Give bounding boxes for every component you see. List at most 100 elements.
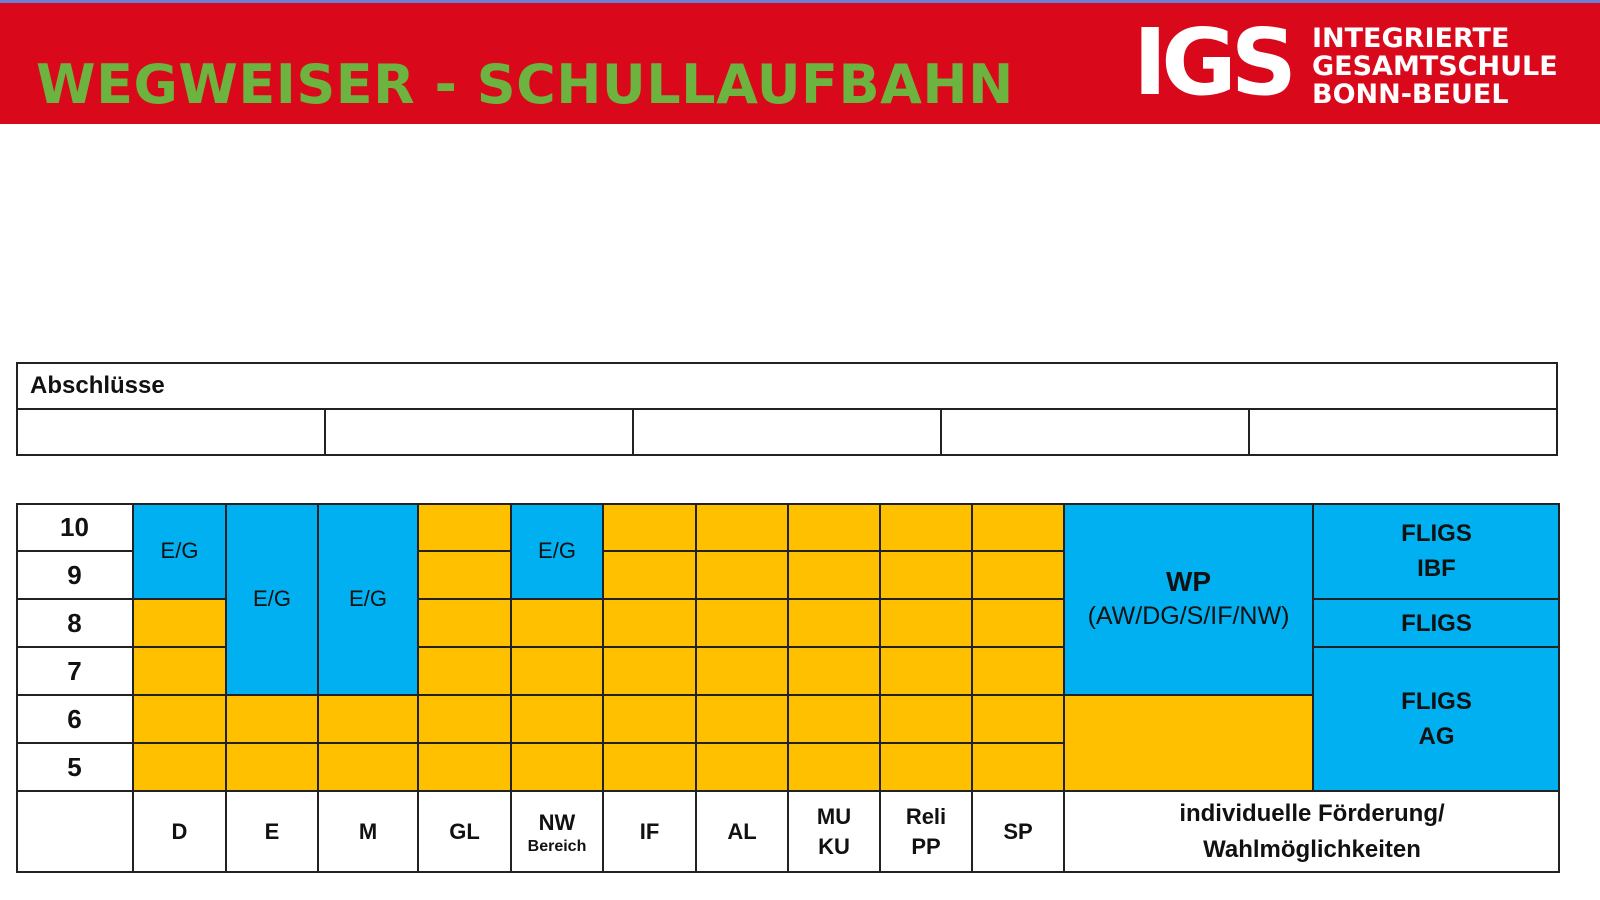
abschluesse-row	[18, 410, 1556, 454]
subject-label-nw: NW Bereich	[511, 791, 603, 873]
fligs-block: FLIGS	[1313, 599, 1560, 647]
al-cell	[696, 599, 788, 647]
subject-label-muku: MU KU	[788, 791, 880, 873]
gl-cell	[418, 695, 511, 743]
abschluss-cell	[18, 410, 326, 454]
muku-cell	[788, 743, 880, 791]
wp-title: WP	[1165, 566, 1212, 597]
sp-cell	[972, 551, 1064, 599]
sp-cell	[972, 743, 1064, 791]
gl-cell	[418, 647, 511, 695]
if-cell	[603, 695, 696, 743]
d-cell	[133, 743, 226, 791]
page-header: WEGWEISER - SCHULLAUFBAHN IGS INTEGRIERT…	[0, 0, 1600, 124]
if-cell	[603, 599, 696, 647]
muku-cell	[788, 551, 880, 599]
gl-cell	[418, 503, 511, 551]
al-cell	[696, 647, 788, 695]
relipp-cell	[880, 743, 972, 791]
abschluss-cell	[326, 410, 634, 454]
relipp-cell	[880, 695, 972, 743]
al-cell	[696, 503, 788, 551]
fligs-ag-line-1: FLIGS	[1401, 688, 1472, 715]
logo-line-1: INTEGRIERTE	[1312, 23, 1510, 54]
subject-label-m: M	[318, 791, 418, 873]
logo-line-2: GESAMTSCHULE	[1312, 51, 1558, 82]
m-eg-block: E/G	[318, 503, 418, 695]
subject-label-mu: MU	[816, 804, 852, 829]
relipp-cell	[880, 503, 972, 551]
if-cell	[603, 551, 696, 599]
muku-cell	[788, 647, 880, 695]
nw-cell	[511, 743, 603, 791]
nw-cell	[511, 695, 603, 743]
gl-cell	[418, 551, 511, 599]
fligs-ag-line-2: AG	[1418, 723, 1455, 750]
subject-label-ku: KU	[818, 834, 850, 859]
page-title: WEGWEISER - SCHULLAUFBAHN	[36, 53, 1014, 116]
gl-cell	[418, 599, 511, 647]
e-cell	[226, 743, 318, 791]
gl-cell	[418, 743, 511, 791]
fligs-label: FLIGS	[1401, 609, 1472, 637]
subject-label-nw-sub: Bereich	[527, 838, 587, 855]
wp-lower-block	[1064, 695, 1313, 791]
al-cell	[696, 695, 788, 743]
school-plan-grid: 10 9 8 7 6 5 E/G E/G E/G E/G	[16, 503, 1560, 873]
if-cell	[603, 743, 696, 791]
school-logo-igs: IGS	[1133, 9, 1297, 116]
abschluesse-heading: Abschlüsse	[18, 364, 1556, 410]
m-cell	[318, 695, 418, 743]
subject-label-reli: Reli	[905, 804, 947, 829]
sp-cell	[972, 599, 1064, 647]
grade-label-5: 5	[16, 743, 133, 791]
relipp-cell	[880, 647, 972, 695]
logo-line-3: BONN-BEUEL	[1312, 79, 1509, 110]
sp-cell	[972, 647, 1064, 695]
relipp-cell	[880, 551, 972, 599]
grade-label-8: 8	[16, 599, 133, 647]
muku-cell	[788, 599, 880, 647]
grade-label-7: 7	[16, 647, 133, 695]
subject-row-corner	[16, 791, 133, 873]
wp-block: WP (AW/DG/S/IF/NW)	[1064, 503, 1313, 695]
subject-label-pp: PP	[911, 834, 941, 859]
subject-label-sp: SP	[972, 791, 1064, 873]
grade-label-6: 6	[16, 695, 133, 743]
grade-label-9: 9	[16, 551, 133, 599]
muku-cell	[788, 503, 880, 551]
muku-cell	[788, 695, 880, 743]
if-cell	[603, 503, 696, 551]
abschluss-cell	[1250, 410, 1556, 454]
d-cell	[133, 647, 226, 695]
al-cell	[696, 551, 788, 599]
individual-line-1: individuelle Förderung/	[1179, 800, 1445, 827]
subject-label-e: E	[226, 791, 318, 873]
grade-label-10: 10	[16, 503, 133, 551]
d-cell	[133, 695, 226, 743]
nw-eg-block: E/G	[511, 503, 603, 599]
fligs-ibf-line-1: FLIGS	[1401, 520, 1472, 547]
wp-subtitle: (AW/DG/S/IF/NW)	[1087, 602, 1290, 630]
fligs-ibf-line-2: IBF	[1417, 555, 1456, 582]
abschluss-cell	[942, 410, 1250, 454]
abschluss-cell	[634, 410, 942, 454]
e-eg-block: E/G	[226, 503, 318, 695]
fligs-ibf-block: FLIGS IBF	[1313, 503, 1560, 599]
subject-label-al: AL	[696, 791, 788, 873]
al-cell	[696, 743, 788, 791]
relipp-cell	[880, 599, 972, 647]
sp-cell	[972, 503, 1064, 551]
subject-label-if: IF	[603, 791, 696, 873]
subject-label-d: D	[133, 791, 226, 873]
school-logo-text: INTEGRIERTE GESAMTSCHULE BONN-BEUEL	[1312, 25, 1558, 109]
nw-cell	[511, 599, 603, 647]
sp-cell	[972, 695, 1064, 743]
fligs-ag-block: FLIGS AG	[1313, 647, 1560, 791]
subject-label-nw-main: NW	[538, 810, 576, 835]
d-cell	[133, 599, 226, 647]
subject-label-individual: individuelle Förderung/ Wahlmöglichkeite…	[1064, 791, 1560, 873]
e-cell	[226, 695, 318, 743]
nw-cell	[511, 647, 603, 695]
individual-line-2: Wahlmöglichkeiten	[1203, 836, 1421, 863]
